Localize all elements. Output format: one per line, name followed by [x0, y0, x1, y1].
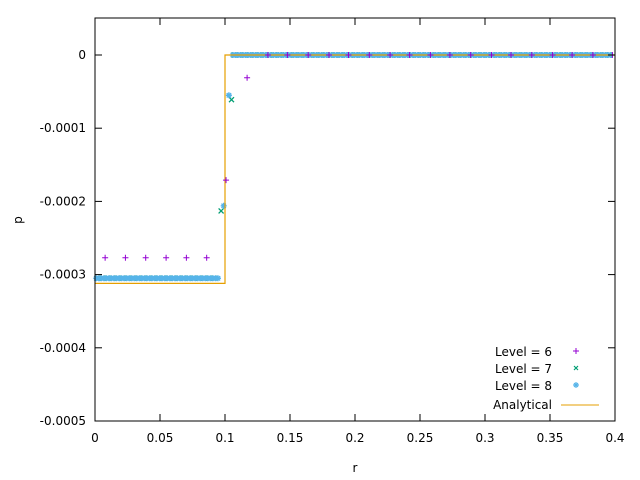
x-tick-label: 0.1: [215, 431, 234, 445]
legend-star-marker-icon: [573, 382, 579, 388]
y-tick-label: -0.0002: [40, 194, 86, 208]
x-tick-label: 0.3: [475, 431, 494, 445]
y-tick-label: -0.0003: [40, 268, 86, 282]
legend-label-level-6: Level = 6: [495, 345, 552, 359]
x-tick-label: 0.2: [345, 431, 364, 445]
legend-label-level-8: Level = 8: [495, 379, 552, 393]
x-axis-ticks: 0 0.05 0.1 0.15 0.2 0.25 0.3 0.35 0.4: [91, 18, 625, 445]
y-tick-label: -0.0004: [40, 341, 86, 355]
legend-label-level-7: Level = 7: [495, 362, 552, 376]
y-tick-label: -0.0005: [40, 414, 86, 428]
y-axis-label: p: [11, 216, 25, 224]
x-tick-label: 0: [91, 431, 99, 445]
legend: Level = 6 Level = 7 Level = 8 Analytical: [493, 345, 599, 412]
plot-frame: [94, 17, 616, 422]
y-axis-ticks: 0 -0.0001 -0.0002 -0.0003 -0.0004 -0.0005: [40, 48, 615, 428]
y-tick-label: -0.0001: [40, 121, 86, 135]
y-tick-label: 0: [78, 48, 86, 62]
x-tick-label: 0.35: [537, 431, 564, 445]
legend-plus-marker-icon: [573, 348, 579, 354]
x-tick-label: 0.4: [605, 431, 624, 445]
plot-data-layer: [93, 52, 616, 284]
legend-cross-marker-icon: [573, 365, 579, 371]
x-tick-label: 0.15: [277, 431, 304, 445]
legend-label-analytical: Analytical: [493, 398, 552, 412]
x-tick-label: 0.25: [407, 431, 434, 445]
x-tick-label: 0.05: [147, 431, 174, 445]
x-axis-label: r: [353, 461, 358, 475]
